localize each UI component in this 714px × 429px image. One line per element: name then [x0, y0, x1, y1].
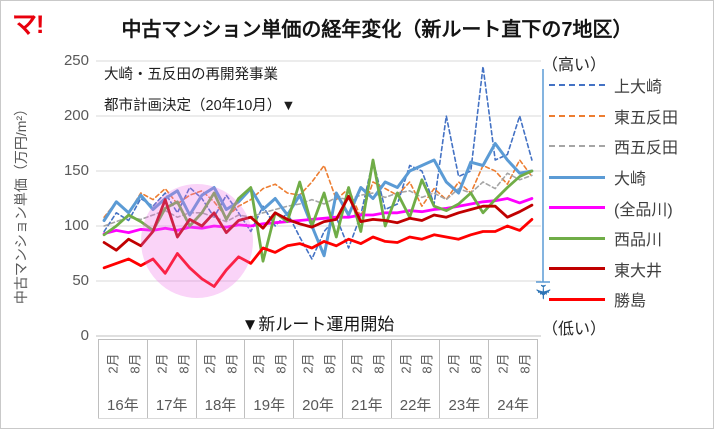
month-label: 2月 [495, 352, 511, 374]
x-axis-column-24: 2月 8月 24年 [488, 340, 539, 418]
x-axis-column-16: 2月 8月 16年 [98, 340, 147, 418]
month-label: 8月 [517, 352, 533, 374]
x-axis-column-23: 2月 8月 23年 [439, 340, 488, 418]
month-label: 2月 [154, 352, 170, 374]
year-label: 22年 [399, 397, 432, 414]
altitude-low-label: （低い） [542, 321, 607, 338]
highlight-ellipse [141, 184, 253, 298]
legend-swatch-nishigotanda [549, 145, 605, 148]
series-line-katsushima [102, 217, 534, 288]
altitude-high-label: （高い） [542, 57, 607, 74]
month-labels: 2月 8月 [148, 340, 196, 394]
series-line-higashigotanda [103, 159, 533, 218]
x-axis-column-20: 2月 8月 20年 [293, 340, 342, 418]
redevelopment-annotation-line2: 都市計画決定（20年10月）▼ [104, 98, 296, 114]
year-label: 20年 [302, 397, 334, 414]
series-line-nishigotanda [103, 172, 533, 227]
month-labels: 2月 8月 [489, 340, 537, 394]
x-axis-column-22: 2月 8月 22年 [390, 340, 440, 418]
month-labels: 2月 8月 [99, 340, 147, 394]
year-label: 23年 [448, 397, 481, 414]
month-labels: 2月 8月 [392, 340, 440, 394]
month-label: 8月 [224, 352, 240, 374]
month-label: 8月 [468, 352, 484, 374]
series-line-higashioi [102, 194, 534, 252]
y-tick-200: 200 [63, 107, 89, 124]
route-start-annotation: ▼新ルート運用開始 [241, 315, 395, 334]
year-label: 21年 [350, 397, 383, 414]
legend-swatch-osaki [549, 175, 605, 179]
month-label: 8月 [176, 352, 192, 374]
series-line-zenshinagawa [102, 197, 534, 236]
month-label: 2月 [349, 352, 365, 374]
legend-item-kamiosaki: 上大崎 [549, 70, 711, 101]
y-tick-100: 100 [63, 217, 89, 234]
legend-item-katsushima: 勝島 [549, 284, 711, 315]
month-label: 8月 [127, 352, 143, 374]
x-axis-column-19: 2月 8月 19年 [244, 340, 293, 418]
x-axis-table: 2月 8月 16年 2月 8月 17年 2月 8月 18年 2月 8月 19年 [98, 339, 539, 419]
y-axis-title: 中古マンション単価（万円/m²） [13, 101, 29, 305]
month-label: 2月 [300, 352, 316, 374]
month-label: 8月 [273, 352, 289, 374]
month-label: 2月 [202, 352, 218, 374]
redevelopment-annotation-line1: 大崎・五反田の再開発事業 [104, 67, 278, 83]
month-labels: 2月 8月 [343, 340, 391, 394]
y-tick-0: 0 [80, 327, 89, 344]
year-label: 18年 [204, 397, 237, 414]
year-label: 24年 [497, 397, 529, 414]
month-labels: 2月 8月 [294, 340, 342, 394]
legend-swatch-nishishinagawa [549, 236, 605, 240]
year-label: 17年 [155, 397, 188, 414]
month-label: 8月 [420, 352, 436, 374]
y-tick-50: 50 [72, 272, 89, 289]
legend-swatch-zenshinagawa [549, 206, 605, 210]
legend-swatch-higashioi [549, 267, 605, 271]
month-label: 2月 [251, 352, 267, 374]
legend-item-osaki: 大崎 [549, 162, 711, 193]
y-tick-150: 150 [63, 162, 89, 179]
redevelopment-annotation: 大崎・五反田の再開発事業 都市計画決定（20年10月）▼ [104, 60, 296, 122]
month-label: 8月 [322, 352, 338, 374]
y-tick-250: 250 [63, 52, 89, 69]
month-labels: 2月 8月 [197, 340, 245, 394]
legend-item-higashioi: 東大井 [549, 254, 711, 285]
legend-item-nishishinagawa: 西品川 [549, 223, 711, 254]
chart-title: 中古マンション単価の経年変化（新ルート直下の7地区） [121, 19, 633, 41]
month-label: 2月 [446, 352, 462, 374]
series-line-nishishinagawa [102, 158, 534, 263]
month-label: 8月 [371, 352, 387, 374]
legend-item-zenshinagawa: (全品川) [549, 192, 711, 223]
legend-item-higashigotanda: 東五反田 [549, 101, 711, 132]
legend-swatch-katsushima [549, 297, 605, 301]
x-axis-column-17: 2月 8月 17年 [146, 340, 196, 418]
year-label: 16年 [107, 397, 139, 414]
site-logo: マ! [12, 11, 44, 39]
year-label: 19年 [253, 397, 286, 414]
legend-swatch-kamiosaki [549, 84, 605, 87]
chart-legend: 上大崎 東五反田 西五反田 大崎 (全品川) 西品川 東大井 勝島 [549, 70, 711, 315]
x-axis-column-18: 2月 8月 18年 [195, 340, 245, 418]
month-labels: 2月 8月 [245, 340, 293, 394]
month-label: 2月 [398, 352, 414, 374]
month-label: 2月 [105, 352, 121, 374]
legend-item-nishigotanda: 西五反田 [549, 131, 711, 162]
x-axis-column-21: 2月 8月 21年 [341, 340, 391, 418]
series-line-osaki [102, 142, 534, 258]
legend-swatch-higashigotanda [549, 114, 605, 117]
month-labels: 2月 8月 [440, 340, 488, 394]
